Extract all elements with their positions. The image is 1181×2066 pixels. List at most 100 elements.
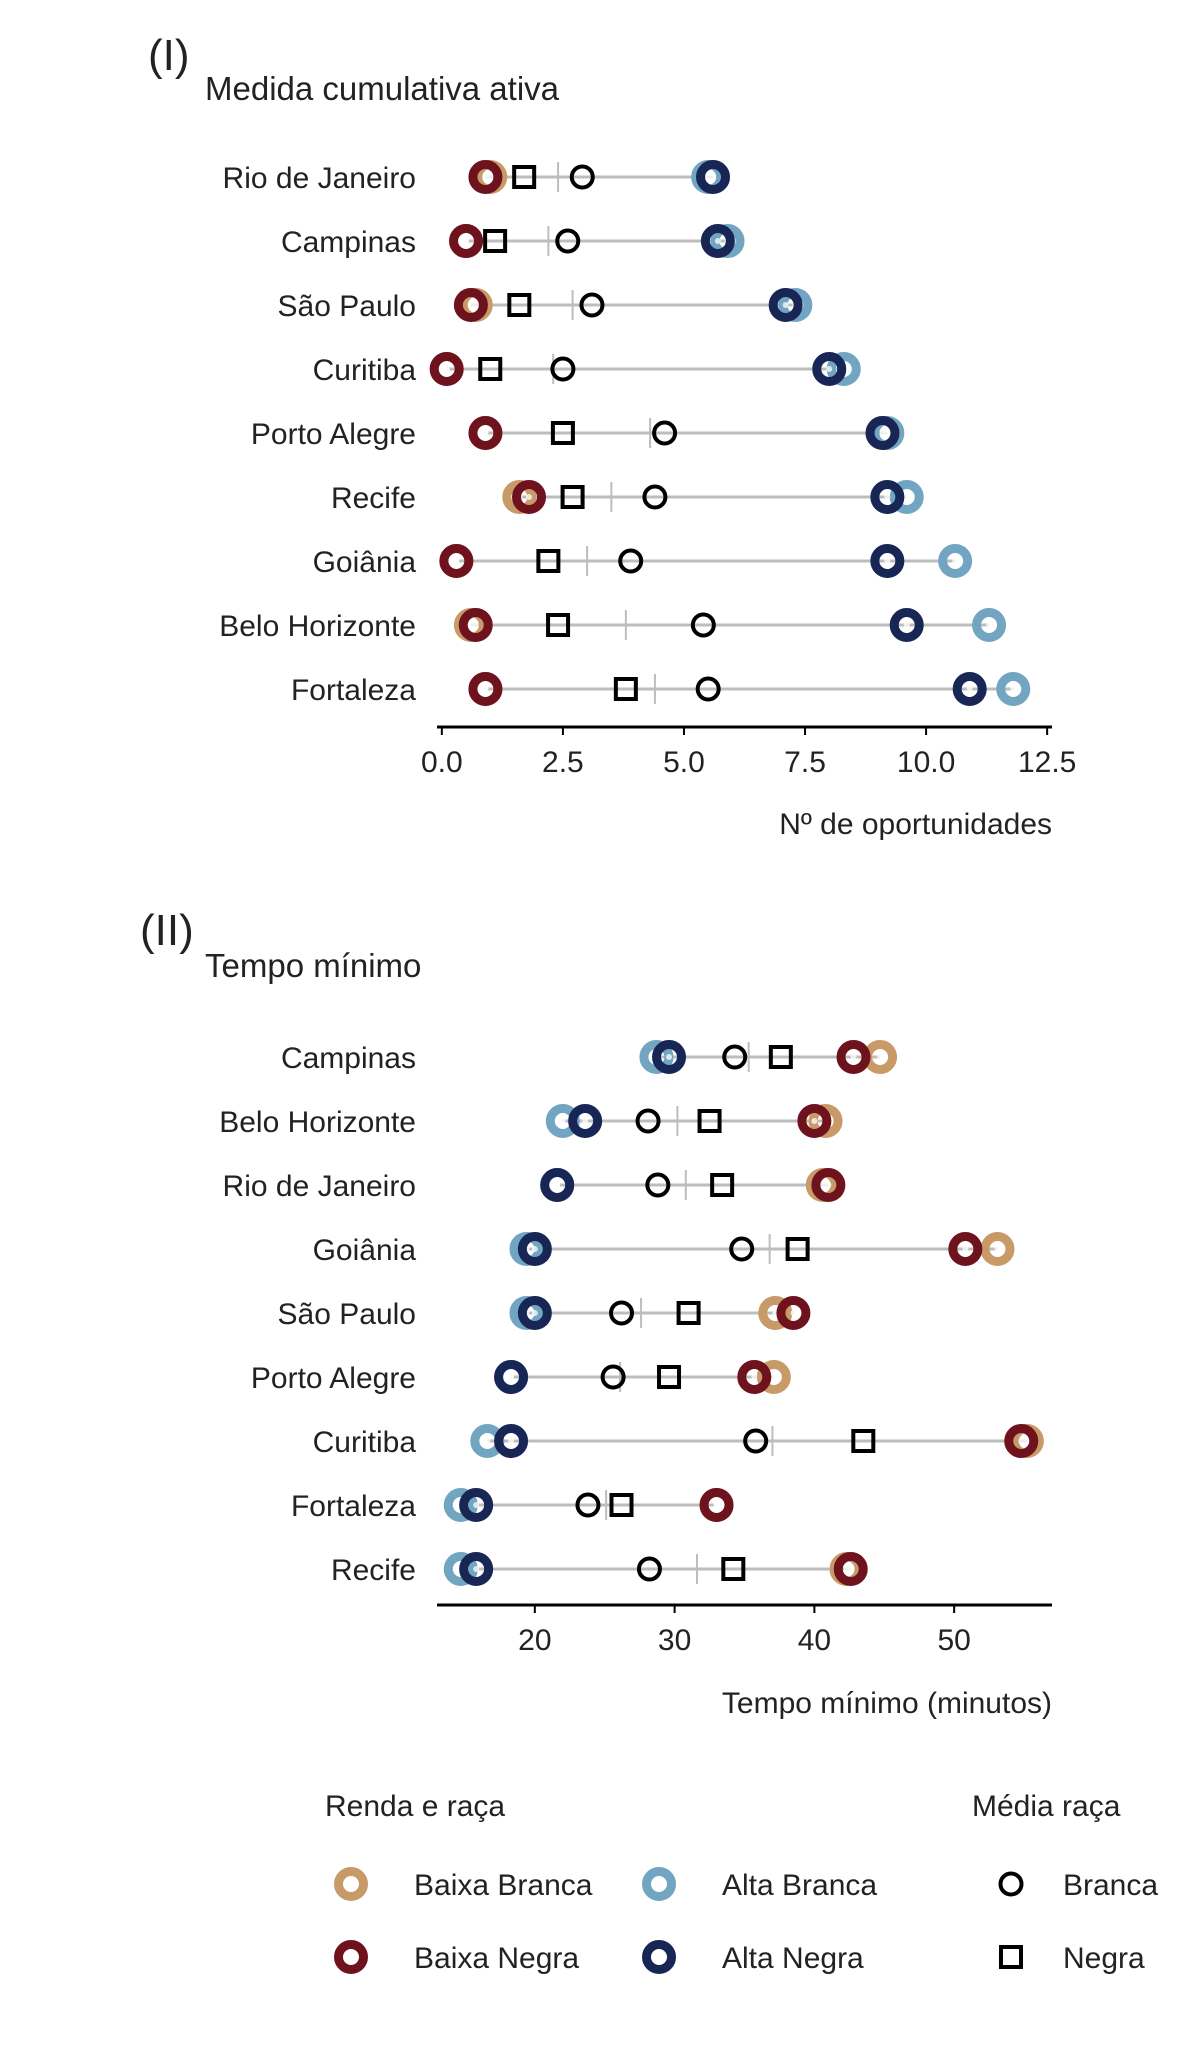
mean-branca-marker xyxy=(550,356,576,382)
dot-baixa-branca xyxy=(980,1232,1015,1266)
legend-label: Alta Negra xyxy=(722,1942,864,1975)
mean-branca-marker xyxy=(695,676,721,702)
rows: Campinas Belo Horizonte Rio de Janeiro Goiâ… xyxy=(219,1040,1044,1587)
dot-alta-negra xyxy=(459,1552,494,1586)
dot-alta-branca xyxy=(938,544,973,578)
mean-branca-marker xyxy=(635,1108,661,1134)
category-label: Curitiba xyxy=(313,1426,417,1459)
dot-baixa-negra xyxy=(468,160,503,194)
category-label: Goiânia xyxy=(313,1234,417,1267)
dot-alta-branca xyxy=(972,608,1007,642)
x-ticks: 20 30 40 50 xyxy=(518,1605,971,1657)
dot-baixa-negra xyxy=(699,1488,734,1522)
x-tick-label: 30 xyxy=(658,1624,691,1657)
x-tick-label: 50 xyxy=(937,1624,970,1657)
mean-branca-marker xyxy=(569,164,595,190)
legend-label: Branca xyxy=(1063,1869,1158,1902)
legend-swatch-alta-branca xyxy=(642,1867,676,1901)
row-belo-horizonte: Belo Horizonte xyxy=(219,1104,843,1139)
mean-negra-marker xyxy=(768,1045,793,1069)
category-label: Campinas xyxy=(281,226,416,259)
x-tick-label: 20 xyxy=(518,1624,551,1657)
legend-item-media-branca: Branca xyxy=(998,1869,1158,1902)
row-recife: Recife xyxy=(331,480,924,515)
mean-negra-marker xyxy=(676,1301,701,1325)
category-label: Belo Horizonte xyxy=(219,610,416,643)
mean-negra-marker xyxy=(536,549,561,573)
row-goiania: Goiânia xyxy=(313,544,973,579)
panel-medida-cumulativa: (I) Medida cumulativa ativa Rio de Janei… xyxy=(148,31,1076,841)
mean-negra-marker xyxy=(483,229,508,253)
row-sao-paulo: São Paulo xyxy=(278,1296,811,1331)
dot-alta-negra xyxy=(652,1040,687,1074)
legend-item-baixa-negra: Baixa Negra xyxy=(334,1940,579,1975)
legend: Renda e raça Média raça Baixa Branca Alta… xyxy=(325,1790,1158,1975)
dot-baixa-negra xyxy=(458,608,493,642)
dot-alta-negra xyxy=(494,1424,529,1458)
legend-label: Alta Branca xyxy=(722,1869,877,1902)
x-tick-label: 12.5 xyxy=(1018,746,1076,779)
row-porto-alegre: Porto Alegre xyxy=(251,416,905,451)
row-sao-paulo: São Paulo xyxy=(278,288,813,323)
x-tick-label: 5.0 xyxy=(663,746,705,779)
dot-baixa-negra xyxy=(797,1104,832,1138)
dot-alta-negra xyxy=(700,224,735,258)
category-label: Rio de Janeiro xyxy=(223,162,416,195)
row-fortaleza: Fortaleza xyxy=(291,672,1031,707)
mean-negra-marker xyxy=(546,613,571,637)
dot-baixa-negra xyxy=(737,1360,772,1394)
legend-swatch-baixa-branca xyxy=(334,1867,368,1901)
dot-baixa-negra xyxy=(468,672,503,706)
dot-alta-negra xyxy=(459,1488,494,1522)
legend-item-alta-negra: Alta Negra xyxy=(642,1940,864,1975)
row-porto-alegre: Porto Alegre xyxy=(251,1360,791,1395)
mean-negra-marker xyxy=(507,293,532,317)
dot-baixa-negra xyxy=(833,1552,868,1586)
dot-baixa-negra xyxy=(449,224,484,258)
row-recife: Recife xyxy=(331,1552,868,1587)
dot-alta-negra xyxy=(696,160,731,194)
dot-alta-negra xyxy=(865,416,900,450)
category-label: Porto Alegre xyxy=(251,1362,416,1395)
dot-alta-negra xyxy=(870,544,905,578)
dot-alta-branca xyxy=(996,672,1031,706)
mean-branca-marker xyxy=(652,420,678,446)
legend-label: Baixa Negra xyxy=(414,1942,579,1975)
mean-negra-marker xyxy=(657,1365,682,1389)
panel-title: Tempo mínimo xyxy=(205,947,421,984)
category-label: Fortaleza xyxy=(291,1490,416,1523)
mean-branca-marker xyxy=(618,548,644,574)
legend-item-baixa-branca: Baixa Branca xyxy=(334,1867,593,1902)
dot-alta-negra xyxy=(768,288,803,322)
legend-label: Baixa Branca xyxy=(414,1869,593,1902)
mean-negra-marker xyxy=(478,357,503,381)
mean-branca-marker xyxy=(642,484,668,510)
dot-baixa-branca xyxy=(756,1360,791,1394)
mean-branca-marker xyxy=(690,612,716,638)
dot-baixa-branca xyxy=(863,1040,898,1074)
mean-branca-marker xyxy=(743,1428,769,1454)
dot-alta-negra xyxy=(540,1168,575,1202)
legend-item-media-negra: Negra xyxy=(999,1942,1145,1975)
category-label: Rio de Janeiro xyxy=(223,1170,416,1203)
dot-alta-branca xyxy=(889,480,924,514)
mean-branca-marker xyxy=(645,1172,671,1198)
dot-alta-negra xyxy=(870,480,905,514)
legend-label: Negra xyxy=(1063,1942,1145,1975)
legend-swatch-baixa-negra xyxy=(334,1940,368,1974)
mean-negra-marker xyxy=(560,485,585,509)
dot-alta-negra xyxy=(812,352,847,386)
mean-negra-marker xyxy=(785,1237,810,1261)
x-ticks: 0.0 2.5 5.0 7.5 10.0 12.5 xyxy=(421,727,1076,779)
category-label: Recife xyxy=(331,482,416,515)
panel-title: Medida cumulativa ativa xyxy=(205,70,560,107)
row-goiania: Goiânia xyxy=(313,1232,1015,1267)
mean-negra-marker xyxy=(512,165,537,189)
legend-title-income-race: Renda e raça xyxy=(325,1790,505,1823)
mean-negra-marker xyxy=(609,1493,634,1517)
row-belo-horizonte: Belo Horizonte xyxy=(219,608,1007,643)
panel-label: (I) xyxy=(148,31,190,80)
category-label: São Paulo xyxy=(278,1298,416,1331)
dot-baixa-negra xyxy=(1004,1424,1039,1458)
